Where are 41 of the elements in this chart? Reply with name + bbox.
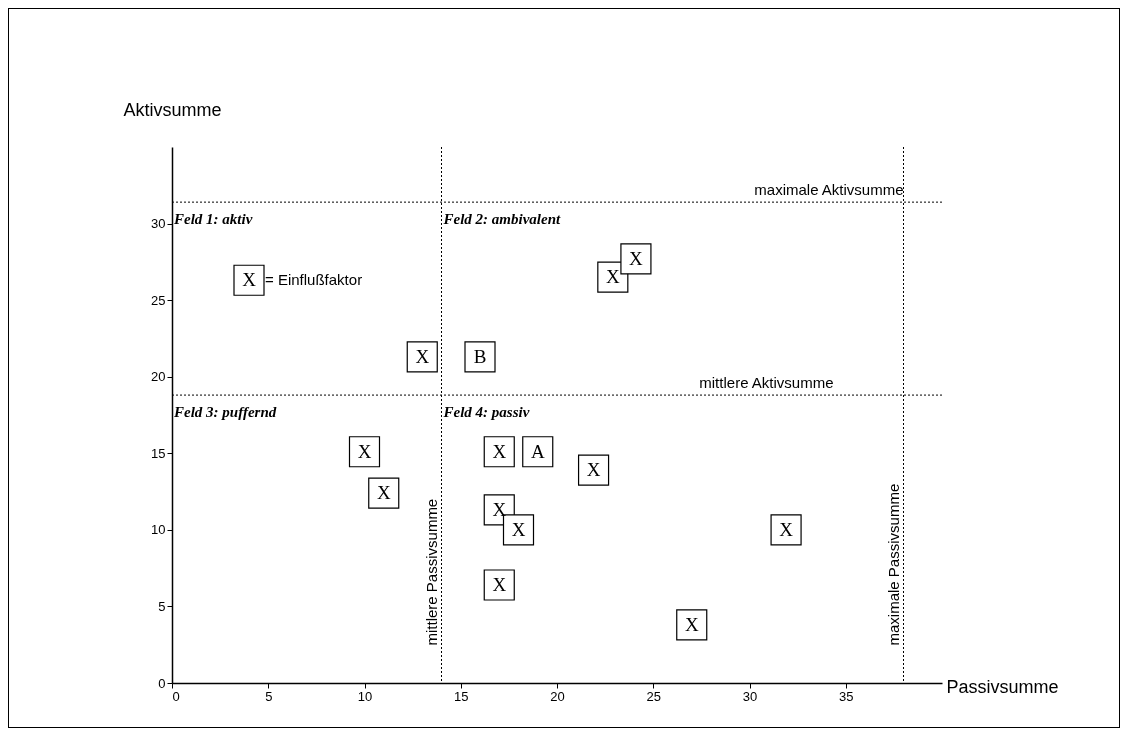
data-label: X xyxy=(492,573,507,595)
data-label: X xyxy=(492,440,507,462)
data-label: X xyxy=(684,613,699,635)
x-tick-label: 0 xyxy=(172,688,180,704)
data-label: X xyxy=(415,345,430,367)
annotation: Feld 2: ambivalent xyxy=(442,211,561,228)
data-label: A xyxy=(530,440,545,462)
x-tick-label: 20 xyxy=(550,688,565,704)
ref-line-label: maximale Passivsumme xyxy=(884,483,902,646)
x-tick-label: 25 xyxy=(646,688,661,704)
x-tick-label: 10 xyxy=(357,688,373,704)
data-label: X xyxy=(376,482,391,504)
y-tick-label: 25 xyxy=(151,292,166,308)
x-tick-label: 15 xyxy=(454,688,469,704)
y-tick-label: 5 xyxy=(158,598,166,614)
series-label: = Einflußfaktor xyxy=(265,271,363,289)
y-axis-title: Aktivsumme xyxy=(123,99,222,120)
data-label: X xyxy=(511,518,526,540)
data-label: X xyxy=(492,498,507,520)
x-axis-title: Passivsumme xyxy=(946,676,1059,697)
y-tick-label: 10 xyxy=(151,522,166,538)
data-label: X xyxy=(586,459,601,481)
data-label: X xyxy=(242,269,257,291)
y-tick-label: 0 xyxy=(158,675,166,691)
ref-line-label: maximale Aktivsumme xyxy=(754,181,904,199)
ref-line-label: mittlere Passivsumme xyxy=(422,498,440,646)
x-tick-label: 30 xyxy=(742,688,758,704)
x-tick-label: 35 xyxy=(839,688,854,704)
data-label: X xyxy=(629,247,644,269)
data-label: X xyxy=(357,440,372,462)
ref-line-label: mittlere Aktivsumme xyxy=(699,374,834,392)
annotation: Feld 1: aktiv xyxy=(173,211,253,228)
y-tick-label: 15 xyxy=(151,445,166,461)
x-tick-label: 5 xyxy=(265,688,273,704)
data-label: X xyxy=(779,518,794,540)
y-tick-label: 20 xyxy=(151,369,166,385)
annotation: Feld 4: passiv xyxy=(442,404,530,421)
annotation: Feld 3: puffernd xyxy=(173,404,277,421)
data-label: X xyxy=(605,266,620,288)
y-tick-label: 30 xyxy=(151,216,166,232)
data-label: B xyxy=(473,345,487,367)
